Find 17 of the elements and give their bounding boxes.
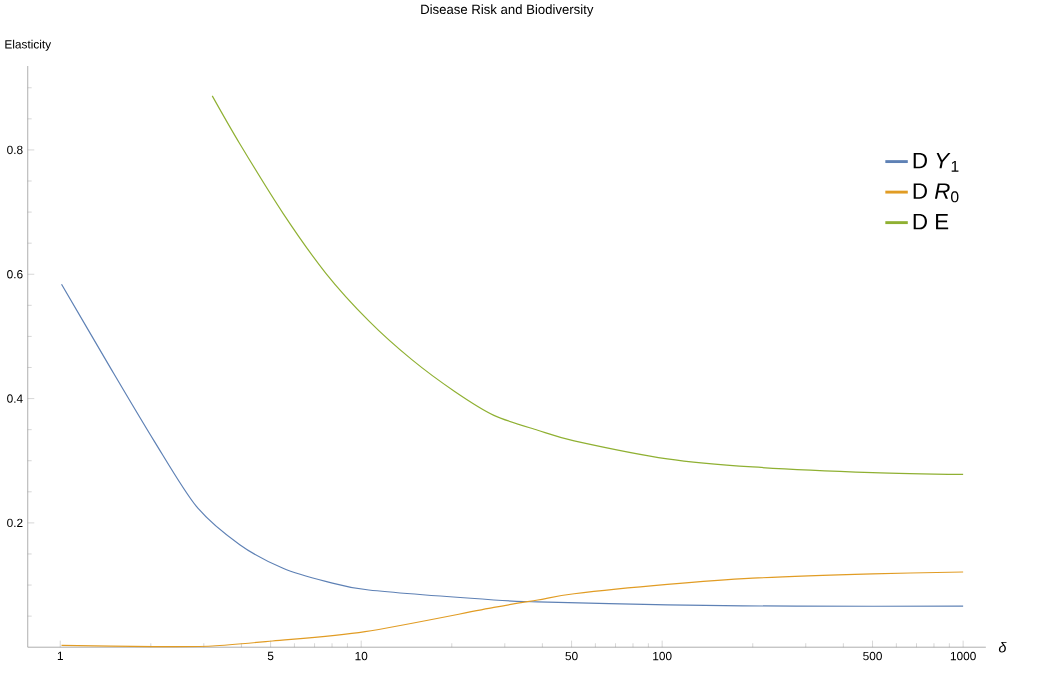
- x-tick-label: 1: [57, 651, 63, 661]
- y-tick-label: 0.8: [7, 145, 23, 155]
- x-tick-label: 5: [267, 651, 274, 661]
- y-tick-label: 0.4: [7, 394, 23, 403]
- y-tick-label: 0.2: [7, 518, 23, 528]
- legend-label: D R$_{0}$: [913, 183, 959, 203]
- chart-title: Disease Risk and Biodiversity: [421, 4, 594, 17]
- x-tick-label: 500: [863, 651, 882, 661]
- y-tick-label: 0.6: [7, 270, 23, 279]
- x-tick-label: 50: [565, 651, 578, 661]
- x-tick-label: 10: [355, 651, 368, 661]
- y-axis-title: Elasticity: [5, 39, 52, 51]
- x-tick-label: 100: [653, 651, 672, 661]
- legend-label: D Y$_{1}$: [913, 153, 959, 172]
- x-axis-title: δ: [998, 641, 1007, 653]
- x-tick-label: 1000: [950, 651, 976, 661]
- legend-label: D E: [913, 214, 949, 230]
